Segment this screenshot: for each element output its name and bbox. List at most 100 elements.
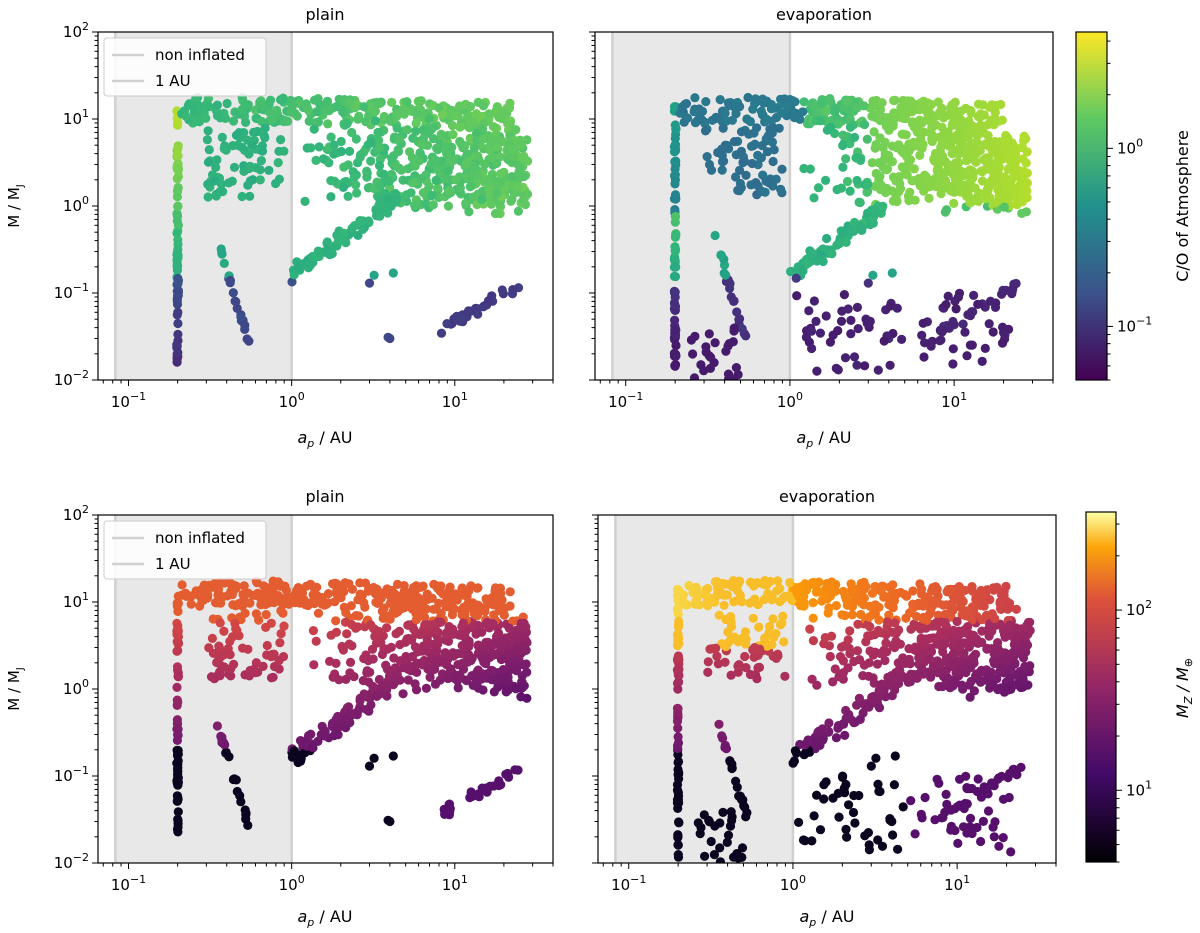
scatter-point bbox=[990, 136, 1000, 147]
scatter-point bbox=[801, 332, 812, 342]
scatter-point bbox=[326, 132, 336, 142]
scatter-point bbox=[673, 710, 683, 720]
scatter-point bbox=[955, 642, 965, 652]
scatter-point bbox=[883, 617, 893, 627]
scatter-point bbox=[517, 683, 527, 693]
scatter-point bbox=[973, 299, 983, 309]
scatter-point bbox=[741, 170, 751, 180]
scatter-point bbox=[173, 623, 183, 634]
tick-label: 101 bbox=[944, 873, 970, 894]
tick-label: 100 bbox=[279, 873, 305, 894]
scatter-point bbox=[777, 618, 787, 628]
scatter-point bbox=[505, 98, 515, 108]
scatter-point bbox=[271, 178, 281, 189]
scatter-point bbox=[952, 802, 963, 812]
scatter-point bbox=[981, 155, 992, 165]
scatter-point bbox=[765, 621, 775, 632]
scatter-point bbox=[727, 763, 737, 773]
scatter-point bbox=[506, 196, 516, 206]
scatter-point bbox=[711, 112, 721, 122]
scatter-point bbox=[415, 629, 425, 640]
scatter-point bbox=[1012, 631, 1023, 641]
scatter-point bbox=[671, 230, 681, 241]
scatter-point bbox=[843, 95, 854, 105]
scatter-point bbox=[866, 761, 876, 771]
scatter-point bbox=[181, 111, 191, 121]
scatter-point bbox=[499, 185, 509, 195]
scatter-point bbox=[484, 145, 494, 155]
scatter-point bbox=[812, 680, 822, 690]
scatter-point bbox=[907, 107, 917, 117]
scatter-point bbox=[310, 251, 320, 261]
scatter-point bbox=[822, 233, 832, 244]
scatter-point bbox=[501, 687, 511, 697]
scatter-point bbox=[762, 96, 772, 106]
scatter-point bbox=[872, 659, 883, 669]
scatter-point bbox=[300, 196, 310, 206]
scatter-point bbox=[849, 226, 859, 236]
scatter-point bbox=[902, 152, 912, 162]
scatter-point bbox=[300, 738, 310, 749]
scatter-point bbox=[862, 187, 872, 197]
scatter-point bbox=[520, 199, 531, 210]
scatter-point bbox=[946, 181, 956, 192]
scatter-point bbox=[448, 648, 458, 658]
scatter-point bbox=[308, 743, 318, 753]
scatter-points bbox=[172, 92, 533, 367]
scatter-point bbox=[965, 168, 976, 178]
scatter-point bbox=[228, 632, 238, 642]
scatter-point bbox=[360, 602, 370, 612]
legend-label-non-inflated: non inflated bbox=[155, 46, 245, 64]
scatter-point bbox=[172, 150, 182, 160]
scatter-point bbox=[352, 188, 362, 198]
scatter-point bbox=[403, 664, 413, 674]
scatter-point bbox=[874, 615, 884, 625]
scatter-point bbox=[382, 691, 392, 701]
scatter-point bbox=[1007, 648, 1017, 659]
scatter-point bbox=[845, 139, 855, 149]
scatter-point bbox=[670, 164, 680, 174]
scatter-point bbox=[319, 731, 329, 741]
scatter-point bbox=[874, 703, 885, 713]
scatter-point bbox=[696, 822, 706, 833]
scatter-point bbox=[895, 665, 905, 676]
scatter-point bbox=[844, 643, 854, 653]
scatter-point bbox=[973, 196, 984, 206]
scatter-point bbox=[197, 596, 207, 606]
scatter-point bbox=[249, 664, 259, 674]
scatter-point bbox=[836, 316, 847, 326]
scatter-point bbox=[925, 654, 935, 665]
scatter-point bbox=[745, 116, 756, 127]
scatter-point bbox=[726, 670, 736, 680]
scatter-point bbox=[897, 129, 907, 139]
scatter-point bbox=[880, 184, 890, 194]
scatter-point bbox=[842, 176, 853, 187]
scatter-point bbox=[211, 162, 221, 172]
scatter-point bbox=[927, 122, 937, 133]
scatter-point bbox=[703, 657, 713, 667]
scatter-point bbox=[915, 181, 925, 191]
scatter-point bbox=[824, 718, 834, 728]
scatter-point bbox=[949, 198, 959, 208]
tick-label: 102 bbox=[1126, 598, 1152, 619]
scatter-point bbox=[764, 178, 774, 188]
scatter-point bbox=[673, 677, 684, 687]
scatter-point bbox=[361, 650, 371, 660]
scatter-point bbox=[453, 630, 463, 640]
scatter-point bbox=[194, 117, 205, 127]
scatter-point bbox=[1011, 604, 1022, 614]
scatter-point bbox=[276, 606, 286, 616]
scatter-point bbox=[966, 197, 976, 207]
scatter-point bbox=[259, 131, 269, 141]
scatter-point bbox=[758, 170, 768, 180]
scatter-point bbox=[769, 145, 779, 155]
scatter-point bbox=[977, 356, 987, 366]
scatter-point bbox=[886, 156, 896, 166]
scatter-point bbox=[440, 174, 450, 184]
scatter-point bbox=[421, 199, 431, 209]
y-axis-label: M / MJ bbox=[5, 667, 26, 710]
scatter-point bbox=[499, 610, 509, 620]
scatter-point bbox=[985, 192, 995, 203]
scatter-point bbox=[385, 586, 395, 596]
scatter-point bbox=[859, 101, 869, 111]
